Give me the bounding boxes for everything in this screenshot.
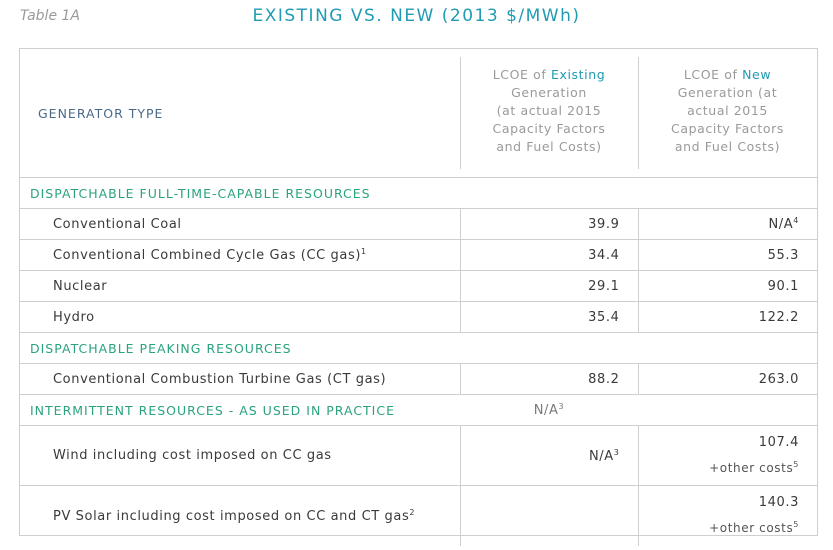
section-row: DISPATCHABLE FULL-TIME-CAPABLE RESOURCES [20,177,817,209]
new-value-ctgas: 263.0 [637,363,817,395]
row-name-hydro: Hydro [20,301,460,333]
footnote-marker: 5 [793,460,799,469]
row-name-ctgas: Conventional Combustion Turbine Gas (CT … [20,363,460,395]
existing-header-line: Capacity Factors [492,121,606,136]
existing-value-wind: N/A3 [459,425,638,486]
footnote-marker: 3 [558,402,565,411]
new-header-line: actual 2015 [687,103,768,118]
table-row: Wind including cost imposed on CC gas N/… [20,425,817,486]
table-row: Conventional Coal 39.9 N/A4 [20,208,817,240]
row-name-pv: PV Solar including cost imposed on CC an… [53,507,416,524]
row-name-wind: Wind including cost imposed on CC gas [20,425,460,486]
row-name-coal: Conventional Coal [20,208,460,240]
existing-header-line: and Fuel Costs) [496,139,602,154]
table-row: PV Solar including cost imposed on CC an… [20,485,817,546]
footnote-marker: 4 [793,216,799,225]
existing-header-line: Generation [511,85,587,100]
lcoe-table-frame: GENERATOR TYPE LCOE of Existing Generati… [19,48,818,546]
new-value-pv-number: 140.3 [758,495,799,511]
table-row: Conventional Combustion Turbine Gas (CT … [20,363,817,395]
new-header-line: and Fuel Costs) [674,139,781,154]
existing-value-pv [459,485,638,546]
existing-value-nuclear: 29.1 [459,270,638,302]
new-value-wind-number: 107.4 [758,435,799,450]
new-value-coal: N/A4 [637,208,817,240]
section-row: INTERMITTENT RESOURCES - AS USED IN PRAC… [20,394,817,426]
generator-type-header: GENERATOR TYPE [20,49,460,178]
existing-column-header: LCOE of Existing Generation (at actual 2… [460,49,638,178]
footnote-marker: 3 [613,447,620,457]
new-value-pv: 140.3 +other costs5 [637,485,817,546]
header-row: GENERATOR TYPE LCOE of Existing Generati… [20,49,817,178]
footnote-marker: 5 [793,520,799,530]
section-title-intermittent: INTERMITTENT RESOURCES - AS USED IN PRAC… [20,394,460,426]
table-title: EXISTING VS. NEW (2013 $/MWh) [252,6,581,26]
section-title-dispatchable-peaking: DISPATCHABLE PEAKING RESOURCES [20,332,817,364]
new-value-nuclear: 90.1 [637,270,817,302]
existing-header-prefix: LCOE of [492,67,551,82]
new-header-highlight: New [742,67,772,82]
new-column-header: LCOE of New Generation (at actual 2015 C… [638,49,817,178]
intermittent-existing-value: N/A3 [460,394,638,426]
table-label: Table 1A [20,8,80,24]
new-value-wind-extra: +other costs5 [709,460,799,475]
new-header-prefix: LCOE of [683,67,743,82]
new-header-line: Generation (at [677,85,778,100]
row-name-ccgas: Conventional Combined Cycle Gas (CC gas)… [20,239,460,271]
section-title-dispatchable-full: DISPATCHABLE FULL-TIME-CAPABLE RESOURCES [20,177,817,209]
new-header-line: Capacity Factors [671,121,784,136]
table-row: Hydro 35.4 122.2 [20,301,817,333]
existing-value-coal: 39.9 [459,208,638,240]
intermittent-new-value [638,394,817,426]
existing-value-hydro: 35.4 [459,301,638,333]
lcoe-table: GENERATOR TYPE LCOE of Existing Generati… [20,49,817,546]
footnote-marker: 2 [409,507,416,517]
row-name-nuclear: Nuclear [20,270,460,302]
section-row: DISPATCHABLE PEAKING RESOURCES [20,332,817,364]
new-value-pv-extra: +other costs5 [709,520,799,536]
table-row: Nuclear 29.1 90.1 [20,270,817,302]
footnote-marker: 1 [361,247,367,256]
existing-value-ctgas: 88.2 [459,363,638,395]
new-value-ccgas: 55.3 [637,239,817,271]
new-value-wind: 107.4 +other costs5 [637,425,817,486]
existing-header-line: (at actual 2015 [496,103,602,118]
existing-value-ccgas: 34.4 [459,239,638,271]
table-row: Conventional Combined Cycle Gas (CC gas)… [20,239,817,271]
new-value-hydro: 122.2 [637,301,817,333]
existing-header-highlight: Existing [550,67,606,82]
